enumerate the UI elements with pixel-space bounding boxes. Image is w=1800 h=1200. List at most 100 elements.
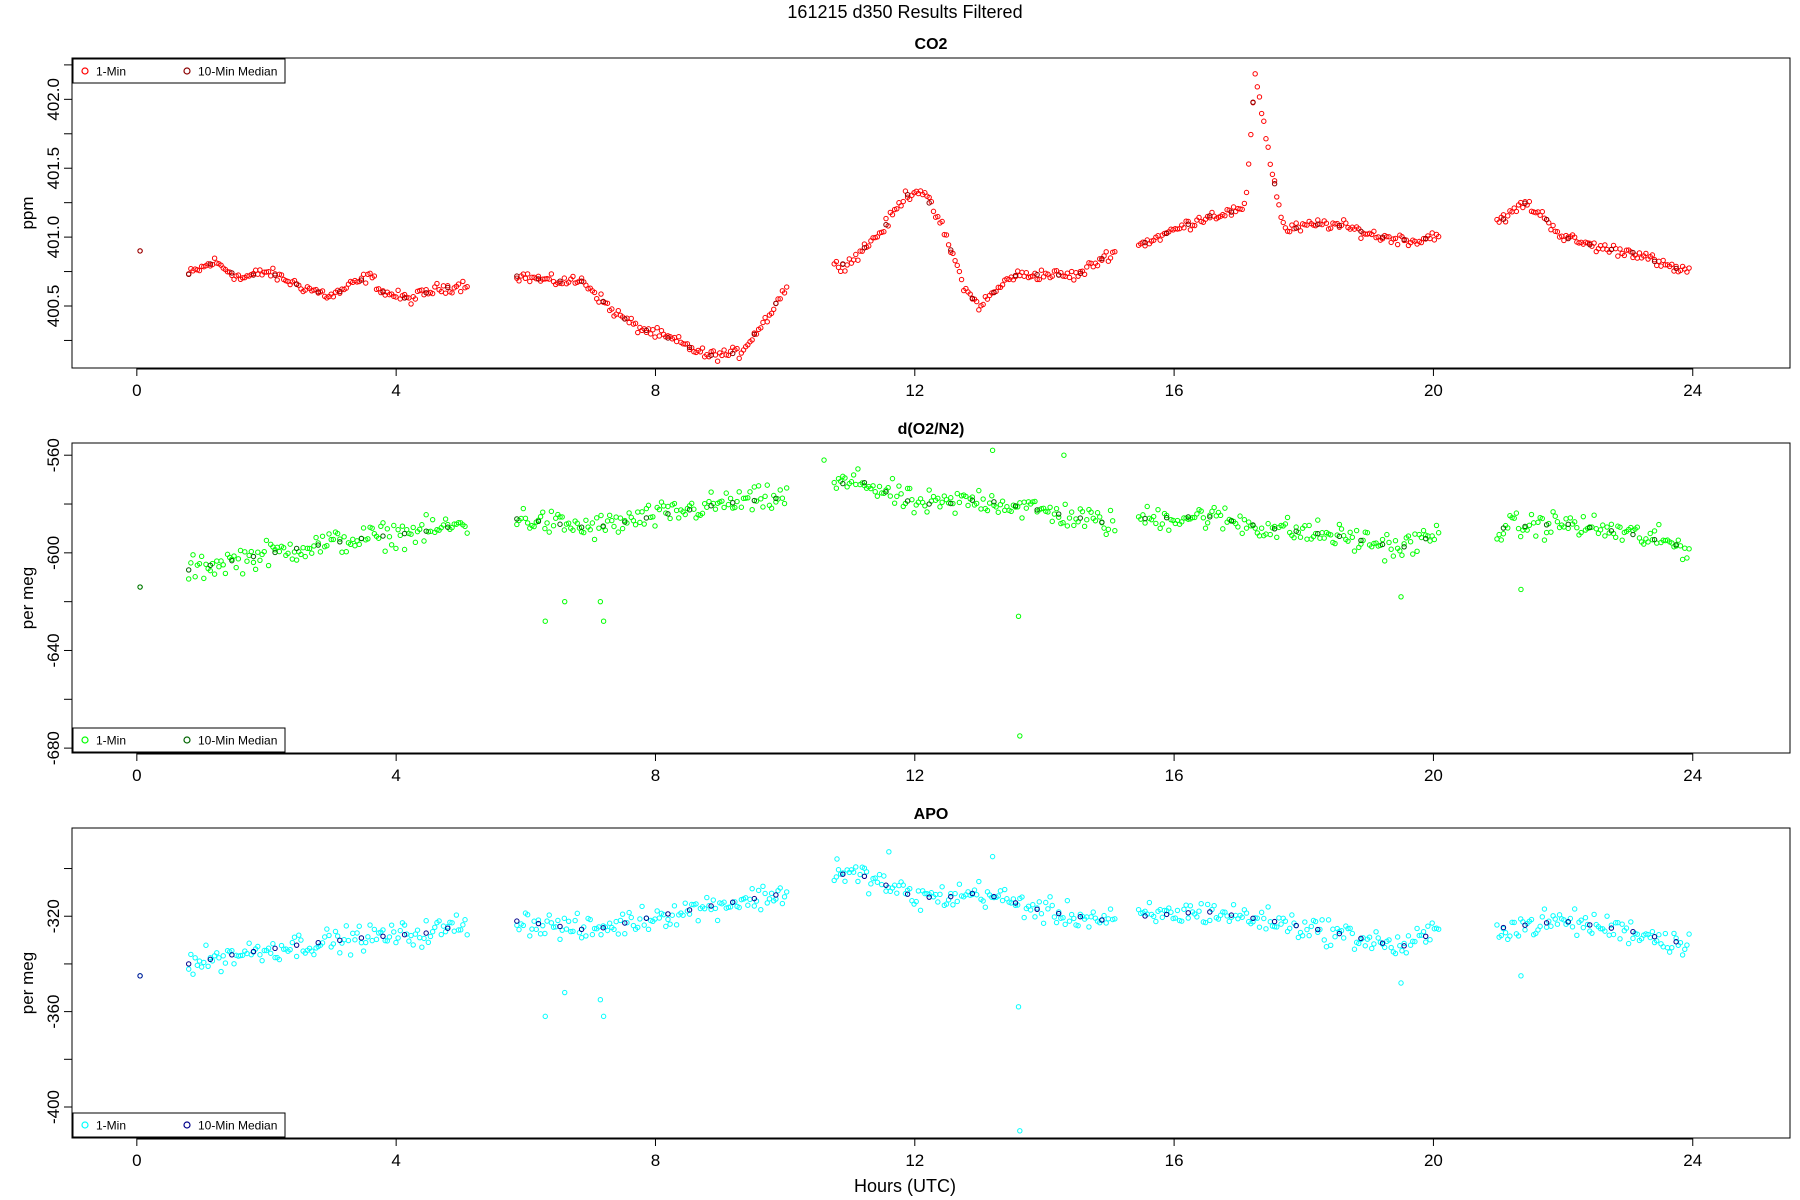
median-point bbox=[401, 530, 408, 537]
data-point bbox=[242, 549, 248, 555]
median-point bbox=[445, 925, 451, 931]
data-point bbox=[639, 509, 645, 515]
data-point bbox=[464, 932, 470, 938]
median-point bbox=[1336, 533, 1343, 540]
data-point bbox=[429, 290, 436, 297]
median-point bbox=[229, 952, 235, 958]
legend-box bbox=[72, 1112, 286, 1138]
data-point bbox=[293, 557, 300, 563]
data-point bbox=[1392, 235, 1399, 242]
data-point bbox=[656, 506, 663, 513]
data-point bbox=[185, 966, 192, 972]
data-point bbox=[1630, 935, 1636, 942]
data-point bbox=[673, 922, 680, 928]
median-point bbox=[600, 523, 606, 529]
data-point bbox=[1394, 241, 1401, 248]
data-point bbox=[939, 499, 945, 505]
median-point bbox=[1207, 213, 1213, 219]
median-point bbox=[137, 584, 143, 590]
data-point bbox=[363, 939, 369, 946]
median-point bbox=[969, 295, 976, 301]
data-point bbox=[211, 571, 218, 577]
data-point bbox=[1589, 930, 1595, 936]
median-point bbox=[1500, 525, 1507, 531]
data-point bbox=[1142, 243, 1148, 249]
data-point bbox=[639, 903, 645, 910]
data-point bbox=[842, 475, 848, 481]
data-point bbox=[835, 867, 842, 873]
data-point bbox=[1049, 902, 1055, 909]
data-point bbox=[574, 520, 580, 526]
y-tick-label: 401.5 bbox=[44, 147, 63, 190]
data-point bbox=[915, 888, 922, 894]
data-point bbox=[596, 299, 602, 305]
data-point bbox=[1612, 534, 1619, 540]
data-point bbox=[598, 931, 604, 938]
data-point bbox=[855, 257, 861, 263]
data-point bbox=[1507, 933, 1513, 939]
median-point bbox=[1401, 943, 1407, 949]
data-point bbox=[1649, 537, 1656, 543]
y-tick-label: 400.5 bbox=[44, 285, 63, 328]
data-point bbox=[462, 917, 468, 923]
data-point bbox=[626, 909, 632, 916]
data-point bbox=[397, 532, 403, 539]
data-point bbox=[1643, 250, 1649, 257]
data-point bbox=[596, 525, 602, 531]
data-point bbox=[1196, 908, 1202, 914]
x-tick-label: 20 bbox=[1424, 1151, 1443, 1170]
median-point bbox=[1163, 230, 1170, 237]
data-point bbox=[1584, 921, 1591, 928]
data-point bbox=[1597, 926, 1604, 932]
data-point bbox=[1401, 541, 1407, 547]
data-point bbox=[1621, 252, 1628, 259]
data-point bbox=[848, 479, 855, 485]
data-point bbox=[1109, 518, 1116, 524]
median-point bbox=[445, 284, 451, 291]
data-point bbox=[1541, 906, 1548, 912]
data-point bbox=[868, 881, 874, 887]
data-point bbox=[583, 517, 589, 523]
data-point bbox=[337, 536, 343, 542]
data-point bbox=[1617, 524, 1623, 530]
data-point bbox=[1347, 925, 1353, 932]
data-point bbox=[747, 489, 753, 495]
data-point bbox=[419, 522, 425, 528]
median-point bbox=[229, 270, 235, 276]
panel-title: d(O2/N2) bbox=[898, 421, 965, 438]
data-point bbox=[1274, 924, 1280, 930]
data-point bbox=[667, 921, 673, 927]
median-point bbox=[514, 516, 520, 522]
y-tick-label: -560 bbox=[44, 438, 63, 472]
data-point bbox=[708, 489, 714, 495]
data-point bbox=[1398, 594, 1404, 600]
data-point bbox=[1360, 537, 1366, 544]
median-point bbox=[622, 316, 628, 322]
median-point bbox=[1315, 926, 1321, 933]
median-point bbox=[883, 222, 889, 228]
median-point bbox=[1185, 221, 1191, 227]
median-point bbox=[1651, 934, 1658, 940]
data-point bbox=[1021, 499, 1027, 505]
data-point bbox=[531, 918, 537, 924]
data-point bbox=[766, 896, 773, 902]
legend-label-1min: 1-Min bbox=[96, 1119, 126, 1133]
data-point bbox=[1230, 901, 1237, 908]
series-1min bbox=[137, 849, 1692, 1134]
data-point bbox=[764, 319, 770, 325]
data-point bbox=[326, 932, 332, 939]
legend-marker-median bbox=[183, 67, 191, 75]
data-point bbox=[1060, 519, 1066, 526]
data-point bbox=[842, 878, 848, 884]
data-point bbox=[842, 268, 848, 274]
data-point bbox=[1012, 902, 1019, 908]
y-tick-label: 402.0 bbox=[44, 78, 63, 121]
data-point bbox=[622, 931, 628, 937]
median-point bbox=[1565, 919, 1571, 925]
data-point bbox=[1202, 525, 1209, 531]
data-point bbox=[334, 530, 341, 537]
data-point bbox=[520, 505, 527, 512]
data-point bbox=[550, 523, 557, 529]
data-point bbox=[410, 942, 416, 948]
